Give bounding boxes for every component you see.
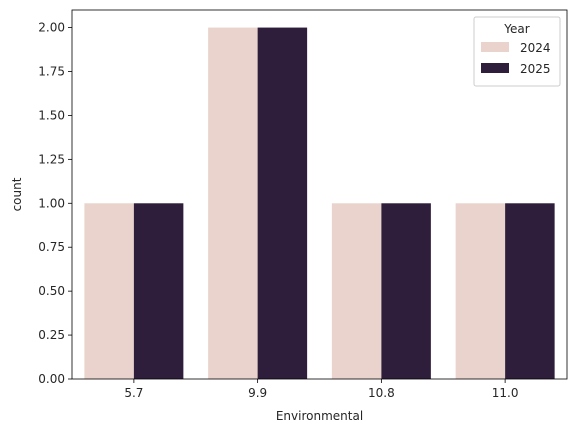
x-axis-label: Environmental (276, 409, 363, 423)
x-tick-label: 11.0 (492, 386, 519, 400)
y-tick-label: 1.00 (38, 196, 65, 210)
y-tick-label: 1.25 (38, 152, 65, 166)
bars-layer (84, 27, 555, 379)
bar-2025-9.9 (257, 27, 308, 379)
legend: Year 2024 2025 (473, 16, 561, 87)
y-tick-label: 2.00 (38, 21, 65, 35)
x-tick-label: 10.8 (368, 386, 395, 400)
y-tick-label: 0.75 (38, 240, 65, 254)
y-tick-label: 0.50 (38, 284, 65, 298)
legend-swatch-2024 (481, 42, 509, 52)
y-tick-label: 0.00 (38, 372, 65, 386)
x-tick-label: 9.9 (248, 386, 267, 400)
y-axis-label: count (10, 177, 24, 211)
bar-2024-5.7 (84, 203, 134, 379)
bar-2024-10.8 (331, 203, 382, 379)
x-tick-label: 5.7 (124, 386, 143, 400)
plot-frame (71, 9, 568, 380)
legend-label-2024: 2024 (520, 41, 551, 55)
bar-2025-5.7 (133, 203, 184, 379)
y-tick-label: 0.25 (38, 328, 65, 342)
y-tick-label: 1.75 (38, 65, 65, 79)
bar-2025-10.8 (381, 203, 431, 379)
bar-2024-11.0 (455, 203, 506, 379)
legend-items: 2024 2025 (481, 41, 551, 76)
legend-title: Year (503, 22, 529, 36)
bar-2025-11.0 (505, 203, 555, 379)
legend-label-2025: 2025 (520, 62, 551, 76)
y-tick-label: 1.50 (38, 108, 65, 122)
legend-swatch-2025 (481, 63, 509, 73)
axes-layer: 0.00 0.25 0.50 0.75 1.00 1.25 1.50 1.75 2.00 5.7 9… (38, 9, 568, 400)
bar-2024-9.9 (208, 27, 258, 379)
